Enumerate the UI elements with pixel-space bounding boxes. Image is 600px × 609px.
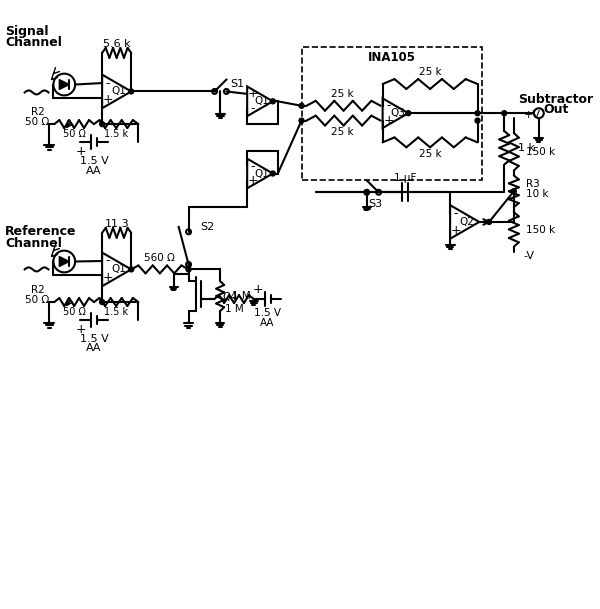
Text: R2: R2 [31,285,44,295]
Text: Channel: Channel [5,237,62,250]
Circle shape [100,122,104,127]
Text: -: - [386,99,391,112]
Text: 1.5 V: 1.5 V [80,156,108,166]
Text: R3: R3 [526,180,539,189]
Text: 50 Ω: 50 Ω [25,295,50,305]
Circle shape [129,267,134,272]
Circle shape [487,219,491,225]
Circle shape [502,111,506,116]
Text: AA: AA [86,166,101,175]
Text: S2: S2 [200,222,215,232]
Text: 11.3: 11.3 [104,219,129,229]
Text: Reference: Reference [5,225,76,238]
Text: Out: Out [543,103,568,116]
Text: -: - [251,102,256,115]
Bar [302,47,482,180]
Text: 25 k: 25 k [419,67,442,77]
Text: 25 k: 25 k [331,89,353,99]
Text: Q4: Q4 [222,292,237,302]
Circle shape [299,118,304,123]
Text: 1 M: 1 M [232,291,251,301]
Text: 50 Ω: 50 Ω [25,117,50,127]
Circle shape [186,267,191,272]
Text: +: + [451,224,461,237]
Text: 1.5 k: 1.5 k [104,307,128,317]
Text: 1 k: 1 k [518,143,535,153]
Text: 1.5 V: 1.5 V [80,334,108,343]
Text: -: - [251,160,256,172]
Text: +: + [103,93,113,107]
Text: +: + [248,174,259,188]
Circle shape [406,111,411,116]
Text: 10 k: 10 k [526,189,548,199]
Text: 5.6 k: 5.6 k [103,39,130,49]
Text: 1 μF: 1 μF [394,174,416,183]
Circle shape [271,99,275,104]
Circle shape [475,118,480,123]
Text: R2: R2 [31,107,44,117]
Polygon shape [59,256,69,266]
Text: AA: AA [86,343,101,353]
Circle shape [100,300,104,304]
Text: +: + [253,283,263,296]
Text: 1 M: 1 M [224,304,244,314]
Text: Q1: Q1 [254,96,269,107]
Circle shape [511,189,517,194]
Circle shape [299,104,304,108]
Text: 150 k: 150 k [526,147,555,157]
Text: Subtractor: Subtractor [518,93,593,106]
Text: Q1: Q1 [111,264,126,275]
Text: Q1: Q1 [254,169,269,178]
Text: +: + [383,114,394,127]
Circle shape [271,171,275,176]
Text: 50 Ω: 50 Ω [63,129,86,139]
Text: 25 k: 25 k [419,149,442,159]
Text: -: - [106,255,110,267]
Text: 25 k: 25 k [331,127,353,138]
Text: 50 Ω: 50 Ω [63,307,86,317]
Text: Channel: Channel [5,37,62,49]
Text: S1: S1 [230,79,244,88]
Text: -V: -V [524,250,535,261]
Text: 560 Ω: 560 Ω [145,253,175,262]
Text: 150 k: 150 k [526,225,555,235]
Text: 1.5 V: 1.5 V [254,308,281,318]
Text: INA105: INA105 [368,51,416,65]
Text: -: - [454,207,458,220]
Polygon shape [59,80,69,90]
Text: Q2: Q2 [459,217,474,227]
Text: +: + [76,323,86,336]
Text: -: - [106,77,110,90]
Text: S3: S3 [368,199,383,209]
Circle shape [475,111,480,116]
Text: Q1: Q1 [111,86,126,96]
Text: Q3: Q3 [390,108,405,118]
Text: +: + [103,271,113,284]
Text: 1.5 k: 1.5 k [104,129,128,139]
Circle shape [129,89,134,94]
Text: AA: AA [260,318,275,328]
Text: Signal: Signal [5,24,49,38]
Text: +: + [76,146,86,158]
Text: +: + [248,88,259,100]
Text: +V: +V [524,110,541,120]
